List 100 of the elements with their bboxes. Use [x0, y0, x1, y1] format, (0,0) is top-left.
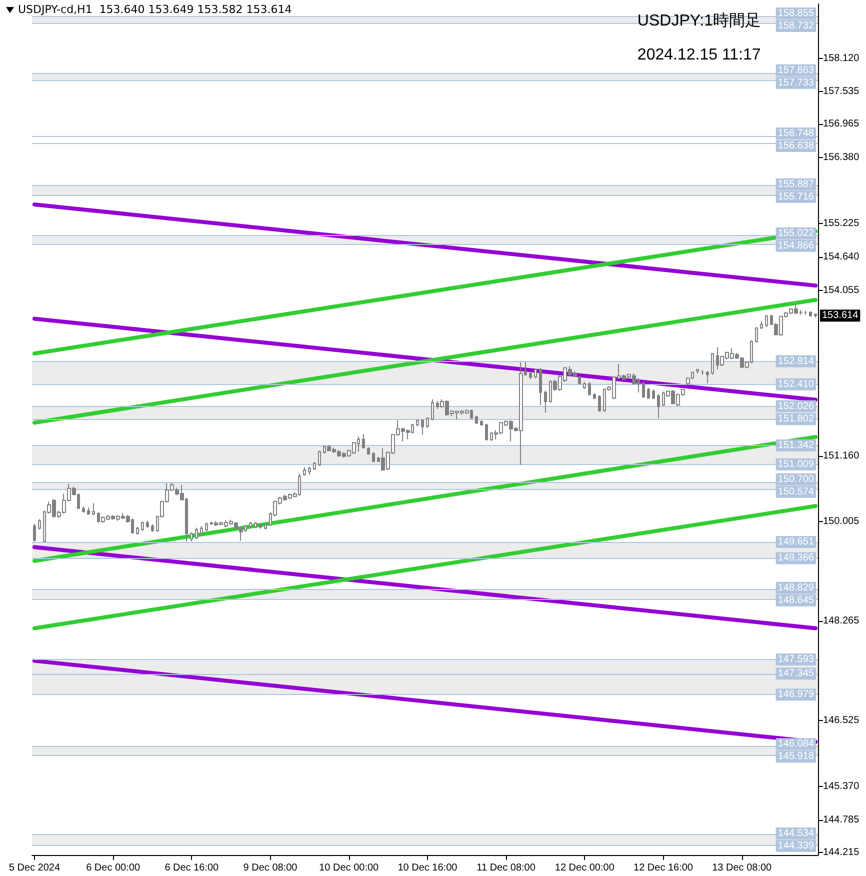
- candlestick: [362, 434, 365, 449]
- candlestick: [814, 313, 817, 318]
- ref-line-label: 151.009: [778, 458, 814, 470]
- ref-line-label: 152.410: [778, 378, 814, 390]
- ref-line-label: 148.829: [778, 582, 814, 594]
- ref-line-label: 156.748: [778, 128, 814, 140]
- text: 2024.12.15 11:17: [637, 46, 761, 64]
- candlestick: [475, 415, 478, 424]
- ref-line-label: 149.366: [778, 552, 814, 564]
- candlestick: [426, 417, 429, 428]
- candlestick: [809, 310, 812, 317]
- ref-line-label: 150.700: [778, 474, 814, 485]
- candlestick: [367, 446, 370, 456]
- x-tick-label: 10 Dec 00:00: [319, 862, 380, 874]
- ref-line-label: 155.716: [778, 191, 814, 202]
- y-tick-label: 148.265: [823, 616, 860, 627]
- candlestick: [372, 452, 375, 463]
- x-tick-label: 6 Dec 16:00: [164, 862, 220, 874]
- ref-line-label: 149.651: [778, 536, 814, 548]
- candlestick: [303, 466, 306, 476]
- candlestick: [38, 518, 41, 530]
- candlestick: [195, 527, 198, 540]
- ref-line-label: 152.814: [778, 356, 814, 367]
- ref-line-label: 158.855: [778, 8, 814, 20]
- candlestick: [539, 367, 542, 406]
- x-tick-label: 10 Dec 16:00: [398, 862, 458, 874]
- y-tick-label: 156.965: [823, 118, 860, 130]
- candlestick: [593, 393, 596, 400]
- candlestick: [264, 523, 267, 530]
- y-tick-label: 146.525: [823, 714, 860, 726]
- candlestick: [529, 370, 532, 380]
- candlestick: [431, 398, 434, 421]
- candlestick: [82, 506, 85, 513]
- candlestick: [696, 368, 699, 374]
- ref-line-label: 148.645: [778, 594, 814, 606]
- annotation: USDJPY-cd,H1 153.640 153.649 153.582 153.614: [18, 3, 292, 16]
- candlestick: [421, 418, 424, 436]
- ref-line-label: 157.733: [778, 77, 814, 88]
- candlestick: [760, 321, 763, 330]
- ref-line-label: 146.084: [778, 738, 814, 750]
- ref-line-label: 147.593: [778, 654, 814, 665]
- candlestick: [313, 462, 316, 471]
- y-tick-label: 158.120: [823, 52, 860, 64]
- candlestick: [205, 522, 208, 532]
- candlestick: [588, 382, 591, 396]
- ref-line-label: 146.979: [778, 689, 814, 700]
- x-tick-label: 9 Dec 08:00: [243, 862, 298, 874]
- candlestick: [534, 368, 537, 379]
- candlestick: [711, 353, 714, 376]
- candlestick: [151, 524, 154, 532]
- y-tick-label: 144.215: [823, 846, 860, 858]
- x-tick-label: 6 Dec 00:00: [86, 862, 140, 874]
- candlestick: [598, 394, 601, 412]
- x-tick-label: 5 Dec 2024: [8, 862, 60, 874]
- candlestick: [480, 420, 483, 426]
- ref-line-label: 151.802: [778, 414, 814, 425]
- candlestick: [583, 382, 586, 390]
- candlestick: [485, 423, 488, 441]
- x-tick-label: 13 Dec 08:00: [712, 862, 772, 874]
- ref-line-label: 151.342: [778, 440, 814, 451]
- ref-line-label: 145.918: [778, 751, 814, 762]
- y-tick-label: 154.640: [823, 252, 860, 263]
- ref-line-label: 157.863: [778, 64, 814, 76]
- candlestick: [92, 502, 95, 516]
- ref-line-label: 144.534: [778, 828, 814, 840]
- candlestick: [416, 419, 419, 427]
- ref-line-label: 144.339: [778, 840, 814, 852]
- x-tick-label: 12 Dec 00:00: [554, 862, 615, 874]
- ref-line-label: 158.732: [778, 20, 814, 32]
- candlestick: [190, 532, 193, 542]
- y-tick-label: 157.535: [823, 86, 860, 98]
- x-tick-label: 11 Dec 08:00: [476, 862, 536, 874]
- candlestick: [141, 520, 144, 532]
- y-tick-label: 154.055: [823, 284, 860, 296]
- candlestick: [200, 526, 203, 536]
- y-tick-label: 156.380: [823, 152, 860, 164]
- y-tick-label: 150.005: [823, 516, 860, 528]
- candlestick: [652, 389, 655, 400]
- text: 153.614: [822, 310, 859, 322]
- candlestick: [308, 466, 311, 476]
- x-tick-label: 12 Dec 16:00: [634, 862, 694, 874]
- candlestick: [578, 375, 581, 384]
- ref-line-label: 150.574: [778, 486, 814, 498]
- y-tick-label: 151.160: [823, 450, 860, 462]
- candlestick: [755, 327, 758, 344]
- ref-line-label: 147.345: [778, 668, 814, 680]
- candlestick: [657, 394, 660, 419]
- ref-line-label: 155.022: [778, 228, 814, 239]
- y-tick-label: 155.225: [823, 218, 860, 230]
- ref-line-label: 155.887: [778, 178, 814, 190]
- candlestick: [647, 387, 650, 400]
- candlestick: [249, 522, 252, 528]
- candlestick: [318, 450, 321, 467]
- y-tick-label: 144.785: [823, 814, 860, 826]
- candlestick: [642, 381, 645, 398]
- candlestick: [706, 370, 709, 384]
- candlestick: [136, 526, 139, 536]
- ref-line-label: 152.026: [778, 400, 814, 412]
- candlestick: [765, 314, 768, 328]
- candlestick: [87, 507, 90, 516]
